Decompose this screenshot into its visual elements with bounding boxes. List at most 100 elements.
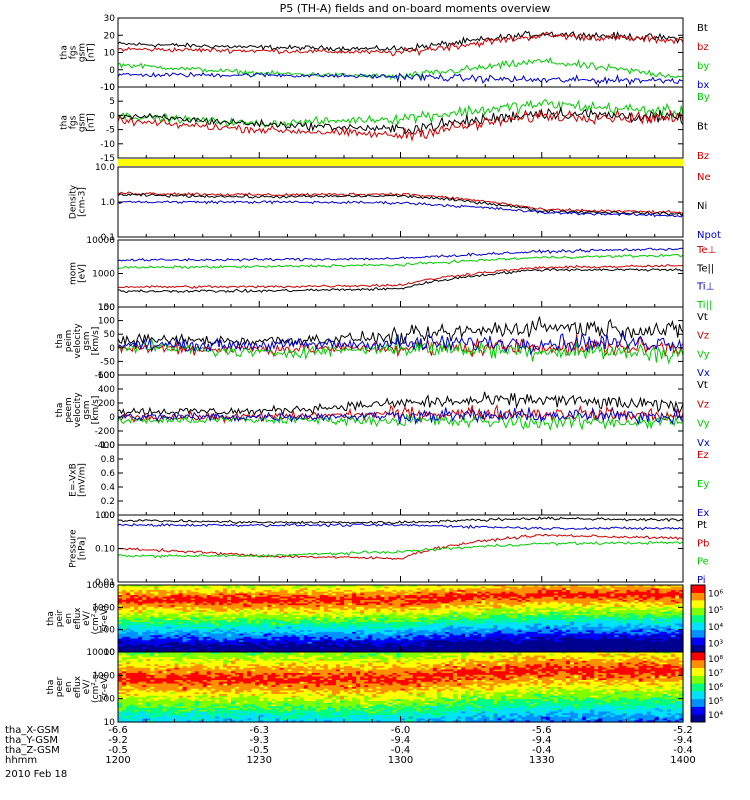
- spectrogram-cell: [452, 608, 458, 611]
- spectrogram-cell: [162, 635, 168, 638]
- spectrogram-cell: [146, 631, 151, 635]
- spectrogram-cell: [440, 596, 446, 599]
- spectrogram-cell: [396, 630, 402, 633]
- series-line-Vy: [117, 337, 684, 365]
- spectrogram-cell: [457, 626, 462, 630]
- spectrogram-cell: [271, 593, 276, 596]
- spectrogram-cell: [339, 616, 345, 620]
- spectrogram-cell: [170, 625, 176, 628]
- spectrogram-cell: [327, 590, 333, 593]
- spectrogram-cell: [396, 618, 402, 621]
- spectrogram-cell: [303, 628, 309, 631]
- spectrogram-cell: [501, 621, 507, 625]
- spectrogram-cell: [243, 645, 248, 648]
- spectrogram-cell: [154, 636, 159, 640]
- spectrogram-cell: [481, 641, 486, 645]
- spectrogram-cell: [404, 640, 410, 643]
- spectrogram-cell: [505, 636, 511, 640]
- spectrogram-cell: [497, 588, 502, 591]
- spectrogram-cell: [376, 616, 381, 620]
- spectrogram-cell: [461, 586, 466, 589]
- spectrogram-cell: [271, 636, 276, 640]
- spectrogram-cell: [501, 631, 507, 635]
- spectrogram-cell: [279, 626, 285, 630]
- spectrogram-cell: [146, 628, 151, 631]
- y-tick-label: 1.00: [95, 511, 115, 521]
- spectrogram-cell: [384, 643, 389, 646]
- spectrogram-cell: [166, 641, 172, 645]
- spectrogram-cell: [408, 633, 414, 636]
- spectrogram-cell: [226, 588, 232, 591]
- spectrogram-cell: [384, 618, 389, 621]
- spectrogram-cell: [283, 633, 289, 636]
- spectrogram-cell: [178, 600, 184, 603]
- spectrogram-cell: [295, 650, 301, 653]
- spectrogram-cell: [222, 598, 228, 601]
- spectrogram-cell: [380, 646, 385, 650]
- spectrogram-cell: [444, 620, 450, 623]
- spectrogram-cell: [335, 591, 341, 594]
- spectrogram-cell: [138, 638, 143, 641]
- spectrogram-cell: [279, 585, 285, 588]
- spectrogram-cell: [202, 610, 208, 613]
- spectrogram-cell: [339, 633, 345, 636]
- spectrogram-cell: [380, 618, 385, 621]
- spectrogram-cell: [142, 621, 147, 625]
- spectrogram-cell: [243, 590, 248, 593]
- spectrogram-cell: [444, 591, 450, 594]
- spectrogram-cell: [279, 600, 285, 603]
- spectrogram-cell: [360, 596, 365, 599]
- spectrogram-cell: [162, 633, 168, 636]
- spectrogram-cell: [461, 635, 466, 638]
- spectrogram-cell: [287, 650, 293, 653]
- spectrogram-cell: [400, 635, 406, 638]
- spectrogram-cell: [489, 586, 494, 589]
- spectrogram-cell: [493, 635, 498, 638]
- spectrogram-cell: [206, 585, 212, 588]
- spectrogram-cell: [344, 620, 349, 623]
- spectrogram-cell: [388, 611, 394, 615]
- spectrogram-cell: [335, 590, 341, 593]
- spectrogram-cell: [444, 605, 450, 608]
- spectrogram-cell: [239, 586, 244, 589]
- spectrogram-cell: [485, 635, 490, 638]
- spectrogram-cell: [352, 626, 357, 630]
- spectrogram-cell: [214, 638, 220, 641]
- spectrogram-cell: [138, 618, 143, 621]
- spectrogram-cell: [428, 588, 434, 591]
- spectrogram-cell: [335, 635, 341, 638]
- spectrogram-cell: [130, 601, 135, 605]
- spectrogram-cell: [335, 601, 341, 605]
- spectrogram-cell: [461, 641, 466, 645]
- spectrogram-cell: [477, 585, 482, 588]
- spectrogram-cell: [497, 598, 502, 601]
- spectrogram-cell: [469, 621, 474, 625]
- spectrogram-cell: [469, 605, 474, 608]
- spectrogram-cell: [311, 646, 317, 650]
- spectrogram-cell: [222, 633, 228, 636]
- spectrogram-cell: [485, 616, 490, 620]
- spectrogram-cell: [279, 621, 285, 625]
- spectrogram-cell: [150, 611, 155, 615]
- spectrogram-cell: [154, 598, 159, 601]
- spectrogram-cell: [166, 615, 172, 618]
- spectrogram-cell: [239, 611, 244, 615]
- spectrogram-cell: [521, 643, 527, 646]
- spectrogram-cell: [465, 588, 470, 591]
- spectrogram-cell: [130, 623, 135, 626]
- spectrogram-cell: [150, 601, 155, 605]
- spectrogram-cell: [505, 596, 511, 599]
- spectrogram-cell: [178, 591, 184, 594]
- spectrogram-cell: [126, 590, 131, 593]
- spectrogram-cell: [259, 628, 264, 631]
- spectrogram-cell: [352, 633, 357, 636]
- spectrogram-cell: [259, 605, 264, 608]
- spectrogram-cell: [126, 620, 131, 623]
- spectrogram-cell: [150, 606, 155, 610]
- spectrogram-cell: [323, 620, 329, 623]
- spectrogram-cell: [404, 650, 410, 653]
- spectrogram-cell: [501, 633, 507, 636]
- spectrogram-cell: [344, 638, 349, 641]
- spectrogram-cell: [360, 640, 365, 643]
- spectrogram-cell: [210, 590, 216, 593]
